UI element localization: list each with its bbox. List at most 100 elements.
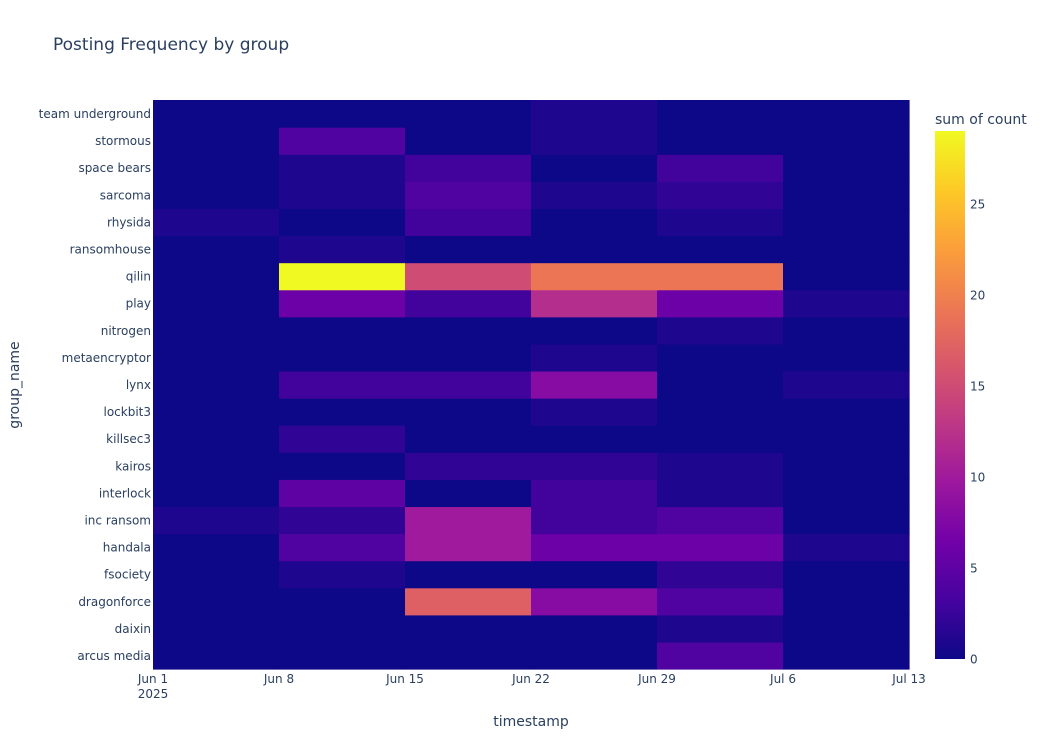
heatmap-cell — [279, 398, 406, 426]
y-tick-label: stormous — [95, 134, 151, 148]
y-tick-label: lockbit3 — [103, 405, 151, 419]
y-tick-label: space bears — [78, 161, 151, 175]
heatmap-cell — [153, 100, 280, 128]
colorbar-tick-label: 20 — [970, 288, 985, 302]
x-tick-label: Jun 1 — [137, 672, 168, 686]
heatmap-cell — [531, 560, 658, 589]
y-axis-title: group_name — [7, 341, 23, 428]
heatmap-cell — [657, 560, 784, 589]
y-tick-label: lynx — [126, 378, 151, 392]
heatmap-cell — [657, 100, 784, 128]
heatmap-cell — [279, 587, 406, 616]
colorbar — [935, 131, 965, 659]
chart-title: Posting Frequency by group — [53, 35, 289, 55]
heatmap-cell — [405, 560, 532, 589]
heatmap-cell — [153, 398, 280, 426]
heatmap-cell — [405, 587, 532, 616]
heatmap-cell — [405, 289, 532, 318]
colorbar-tick-label: 5 — [970, 561, 978, 575]
y-tick-label: daixin — [115, 622, 151, 636]
heatmap-cell — [783, 127, 910, 155]
heatmap-cell — [783, 100, 910, 128]
heatmap-cell — [531, 154, 658, 182]
heatmap-cell — [531, 452, 658, 480]
heatmap-cell — [279, 181, 406, 209]
heatmap-cell — [405, 100, 532, 128]
y-tick-label: qilin — [126, 270, 151, 284]
heatmap-cell — [405, 641, 532, 670]
heatmap-cell — [405, 127, 532, 155]
heatmap-cell — [153, 208, 280, 237]
heatmap-cell — [657, 235, 784, 264]
heatmap-cell — [279, 479, 406, 508]
heatmap-cell — [783, 398, 910, 426]
y-tick-label: arcus media — [77, 649, 151, 663]
colorbar-tick-label: 10 — [970, 470, 985, 484]
heatmap-cell — [153, 235, 280, 264]
heatmap-cell — [531, 181, 658, 209]
heatmap-cell — [279, 560, 406, 589]
heatmap-cell — [783, 479, 910, 508]
heatmap-cell — [783, 154, 910, 182]
x-tick-label: Jun 8 — [263, 672, 294, 686]
y-axis-ticks: arcus media daixin dragonforce fsociety hand… — [39, 107, 151, 663]
heatmap-cell — [405, 370, 532, 399]
heatmap-cell — [657, 181, 784, 209]
heatmap-cell — [531, 343, 658, 372]
heatmap-cells — [153, 100, 910, 670]
heatmap-cell — [405, 533, 532, 562]
heatmap-cell — [531, 370, 658, 399]
heatmap-cell — [657, 262, 784, 291]
heatmap-cell — [279, 208, 406, 237]
heatmap-cell — [783, 208, 910, 237]
heatmap-cell — [657, 398, 784, 426]
heatmap-cell — [783, 235, 910, 264]
heatmap-cell — [531, 398, 658, 426]
heatmap-cell — [279, 425, 406, 453]
heatmap-cell — [783, 587, 910, 616]
heatmap-cell — [405, 343, 532, 372]
heatmap-cell — [783, 560, 910, 589]
heatmap-cell — [657, 370, 784, 399]
heatmap-cell — [531, 614, 658, 643]
y-tick-label: team underground — [39, 107, 151, 121]
heatmap-cell — [405, 614, 532, 643]
heatmap-cell — [279, 614, 406, 643]
colorbar-tick-label: 15 — [970, 379, 985, 393]
heatmap-cell — [657, 614, 784, 643]
colorbar-tick-label: 25 — [970, 197, 985, 211]
heatmap-cell — [279, 100, 406, 128]
heatmap-cell — [531, 127, 658, 155]
x-tick-label: Jul 13 — [891, 672, 926, 686]
heatmap-cell — [153, 343, 280, 372]
heatmap-cell — [657, 289, 784, 318]
heatmap-cell — [405, 506, 532, 535]
heatmap-cell — [657, 154, 784, 182]
heatmap-cell — [153, 587, 280, 616]
heatmap-cell — [405, 235, 532, 264]
heatmap-cell — [279, 289, 406, 318]
y-tick-label: metaencryptor — [62, 351, 151, 365]
heatmap-cell — [783, 641, 910, 670]
heatmap-cell — [405, 208, 532, 237]
heatmap-cell — [531, 506, 658, 535]
heatmap-cell — [531, 289, 658, 318]
heatmap-cell — [783, 425, 910, 453]
heatmap-cell — [531, 425, 658, 453]
heatmap-cell — [153, 370, 280, 399]
heatmap-cell — [153, 506, 280, 535]
heatmap-cell — [405, 425, 532, 453]
heatmap-cell — [153, 181, 280, 209]
y-tick-label: killsec3 — [106, 432, 151, 446]
heatmap-cell — [783, 181, 910, 209]
heatmap-cell — [279, 235, 406, 264]
heatmap-cell — [783, 614, 910, 643]
heatmap-cell — [153, 560, 280, 589]
heatmap-cell — [657, 316, 784, 345]
x-tick-label: Jun 22 — [511, 672, 550, 686]
heatmap-cell — [279, 127, 406, 155]
heatmap-cell — [279, 452, 406, 480]
y-tick-label: ransomhouse — [70, 243, 151, 257]
